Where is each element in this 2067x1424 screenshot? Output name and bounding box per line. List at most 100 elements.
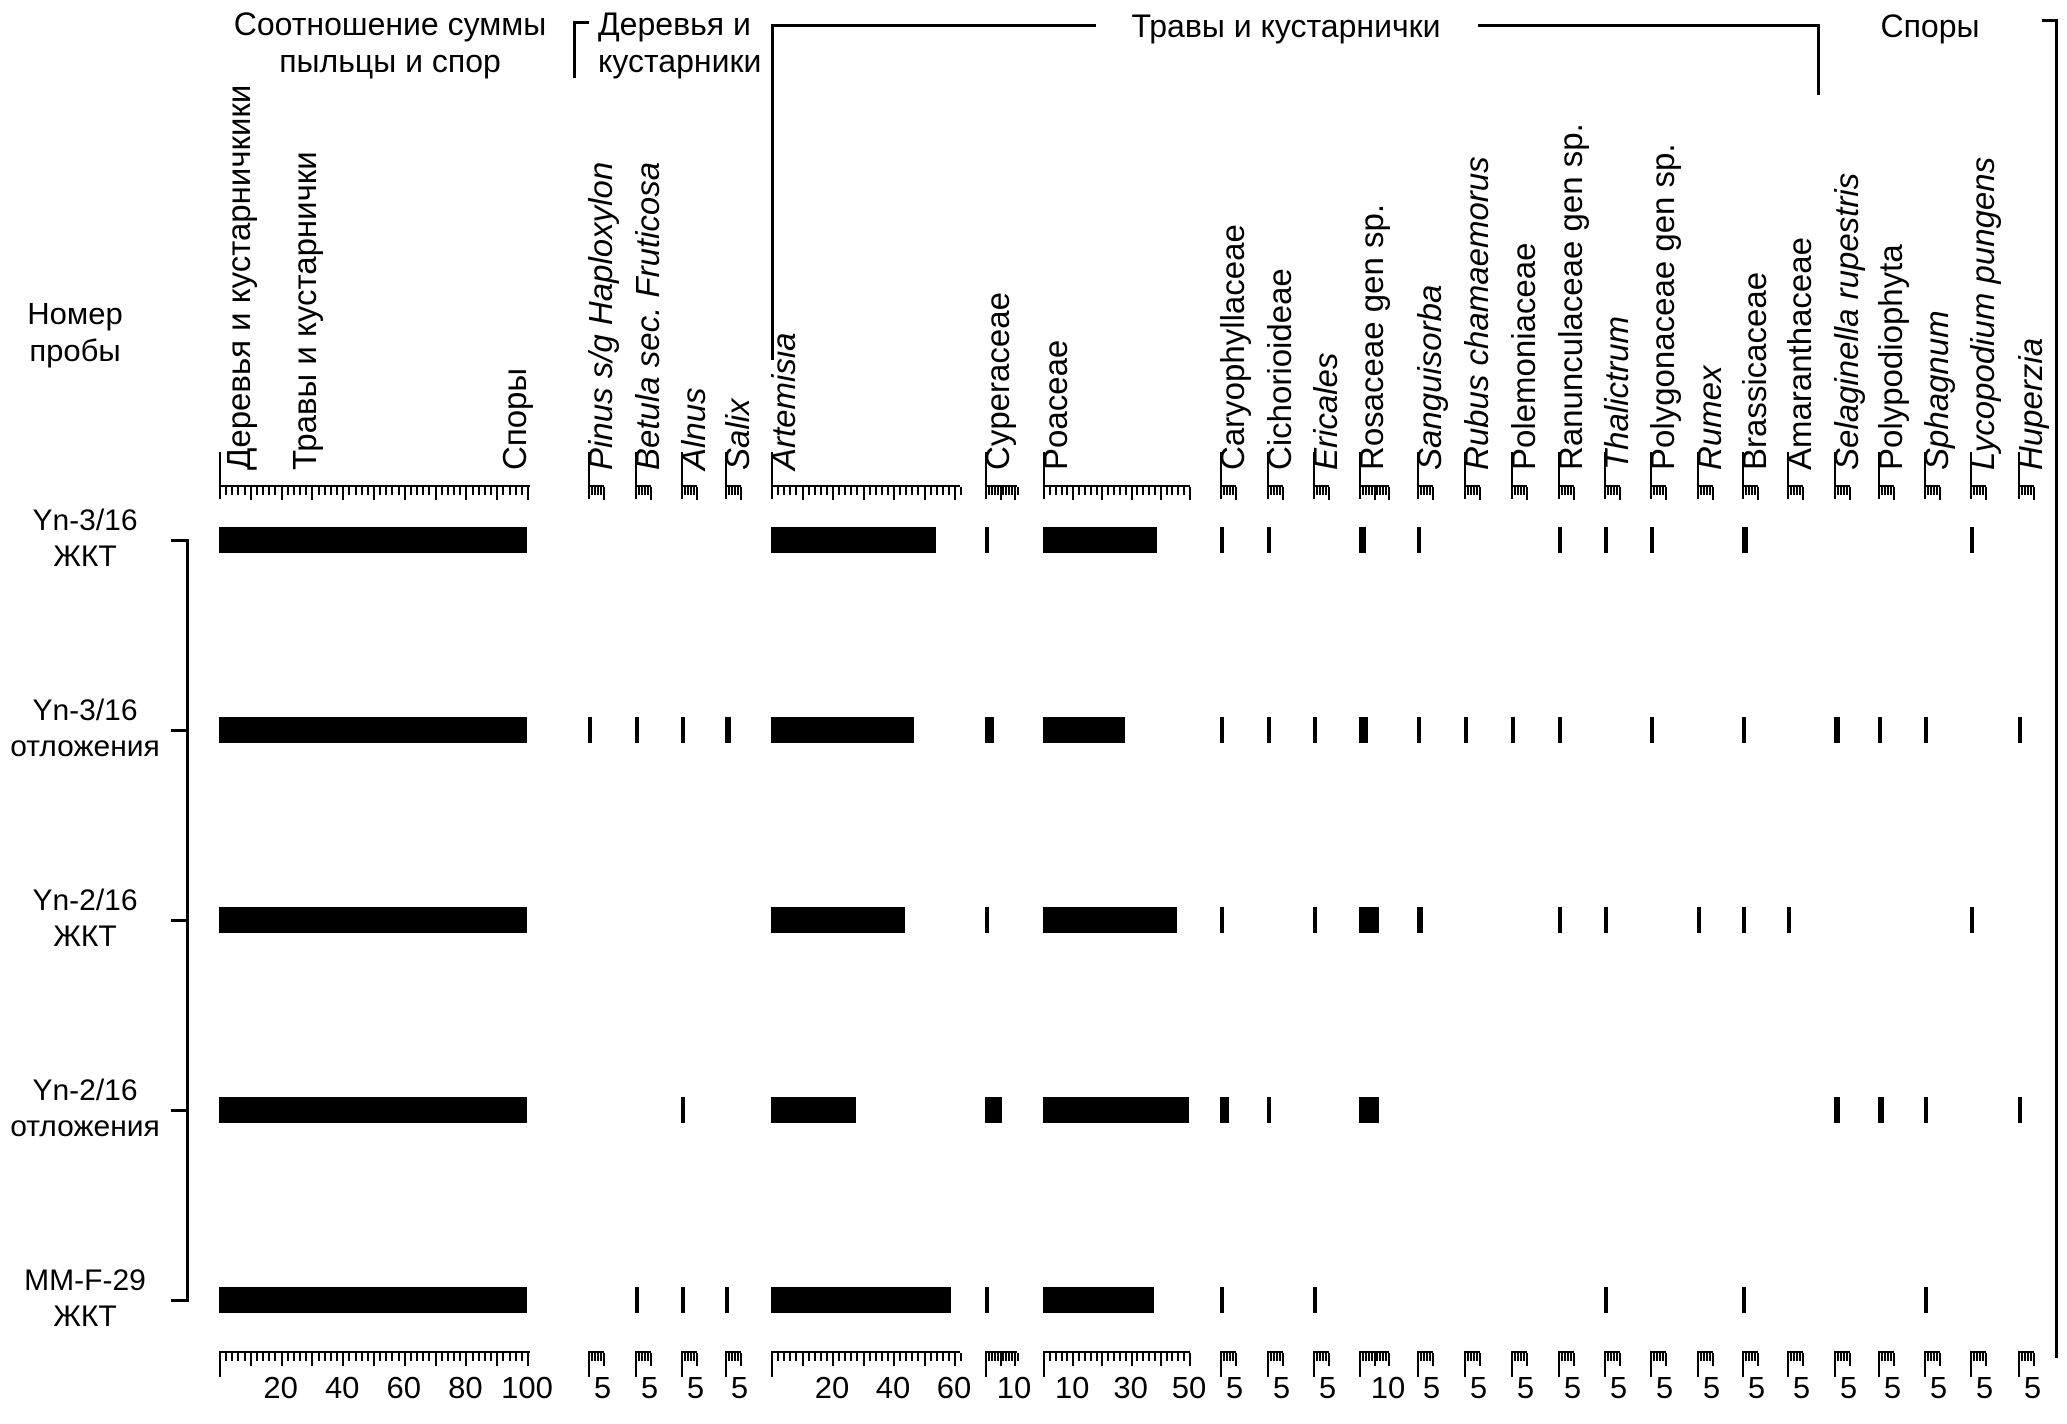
axis-zero-tick: [771, 452, 773, 499]
axis-tick: [2023, 1353, 2026, 1361]
axis-tick: [1136, 487, 1139, 495]
axis-tick: [1130, 487, 1133, 500]
axis-ruler-line: [1417, 1351, 1433, 1353]
axis-tick: [1886, 1353, 1889, 1361]
axis-tick: [947, 1353, 950, 1361]
axis-number: 5: [593, 1370, 612, 1405]
axis-number: 10: [1054, 1370, 1090, 1405]
axis-tick: [1177, 1353, 1180, 1361]
axis-tick: [243, 487, 246, 495]
axis-number: 5: [1272, 1370, 1291, 1405]
axis-tick: [336, 1353, 339, 1361]
axis-tick: [1361, 487, 1364, 495]
axis-ruler-line: [1878, 1351, 1894, 1353]
data-bar: [1359, 717, 1368, 743]
axis-ruler-line: [219, 1351, 531, 1353]
axis-tick: [856, 1353, 859, 1361]
axis-zero-tick: [1834, 1351, 1836, 1377]
data-bar: [985, 717, 994, 743]
axis-ruler-line: [1604, 1351, 1620, 1353]
data-bar: [1043, 1097, 1189, 1123]
data-bar: [985, 1287, 989, 1313]
axis-tick: [1935, 1353, 1938, 1361]
axis-tick: [286, 1353, 289, 1361]
axis-tick: [1880, 1353, 1883, 1361]
axis-tick: [1364, 487, 1367, 495]
axis-tick: [856, 487, 859, 495]
axis-tick: [1836, 1353, 1839, 1361]
axis-ruler-line: [635, 485, 651, 487]
spores-bracket-horizontal: [2042, 19, 2058, 22]
axis-tick: [237, 1353, 240, 1361]
sample-label: MM-F-29 ЖКТ: [0, 1263, 170, 1335]
axis-tick: [1379, 487, 1382, 495]
axis-tick: [1889, 487, 1892, 495]
axis-tick: [1008, 487, 1011, 495]
axis-ruler-line: [1834, 1351, 1850, 1353]
axis-tick: [1222, 1353, 1225, 1361]
axis-tick: [999, 487, 1002, 500]
axis-tick: [993, 487, 996, 495]
axis-tick: [2020, 487, 2023, 495]
axis-number: 100: [501, 1370, 553, 1405]
axis-tick: [1661, 487, 1664, 495]
axis-tick: [1275, 487, 1278, 495]
axis-tick: [832, 487, 834, 500]
axis-zero-tick: [1742, 452, 1744, 499]
axis-tick: [1708, 1353, 1711, 1361]
axis-ruler-line: [985, 485, 1017, 487]
data-bar: [1742, 907, 1747, 933]
axis-tick: [1419, 487, 1422, 495]
axis-tick: [348, 487, 351, 495]
axis-tick: [416, 1353, 419, 1361]
axis-tick: [640, 487, 643, 495]
data-bar: [1267, 527, 1271, 553]
axis-tick: [1002, 487, 1005, 495]
axis-number: 5: [640, 1370, 659, 1405]
axis-number: 5: [1975, 1370, 1994, 1405]
axis-tick: [905, 487, 908, 495]
sum-group-title-line2: пыльцы и спор: [279, 43, 501, 79]
axis-tick: [996, 1353, 999, 1361]
axis-zero-tick: [1220, 1351, 1222, 1377]
axis-tick: [1130, 1353, 1133, 1366]
axis-tick: [1516, 1353, 1519, 1361]
axis-zero-tick: [1359, 1351, 1361, 1377]
axis-tick: [1981, 1353, 1984, 1361]
taxon-label: Rubus chamaemorus: [1458, 156, 1495, 470]
axis-tick: [508, 1353, 511, 1361]
axis-tick: [686, 487, 689, 495]
axis-number: 5: [2023, 1370, 2042, 1405]
axis-tick: [1171, 1353, 1174, 1361]
axis-tick: [649, 1353, 652, 1366]
axis-tick: [1522, 1353, 1525, 1361]
axis-tick: [348, 1353, 351, 1361]
axis-tick: [596, 487, 599, 495]
sample-label: Yn-3/16 ЖКТ: [0, 503, 170, 575]
axis-tick: [683, 487, 686, 495]
axis-tick: [1428, 1353, 1431, 1361]
axis-tick: [1612, 1353, 1615, 1361]
axis-tick: [323, 487, 326, 495]
axis-tick: [225, 487, 228, 495]
axis-tick: [409, 1353, 412, 1361]
axis-tick: [1189, 487, 1191, 500]
axis-tick: [844, 1353, 847, 1361]
axis-tick: [923, 487, 926, 500]
axis-tick: [1795, 1353, 1798, 1361]
axis-tick: [886, 487, 889, 495]
axis-tick: [1469, 1353, 1472, 1361]
axis-zero-tick: [1464, 452, 1466, 499]
axis-ruler-line: [725, 1351, 741, 1353]
axis-tick: [1519, 1353, 1522, 1361]
data-bar: [681, 1287, 685, 1313]
axis-number: 30: [1113, 1370, 1148, 1405]
data-bar: [1417, 527, 1421, 553]
data-bar: [635, 1287, 639, 1313]
axis-tick: [1189, 1353, 1191, 1366]
axis-tick: [1652, 1353, 1655, 1361]
axis-ruler-line: [1604, 485, 1620, 487]
axis-zero-tick: [1558, 1351, 1560, 1377]
data-bar: [1924, 717, 1928, 743]
axis-tick: [1801, 1353, 1804, 1366]
